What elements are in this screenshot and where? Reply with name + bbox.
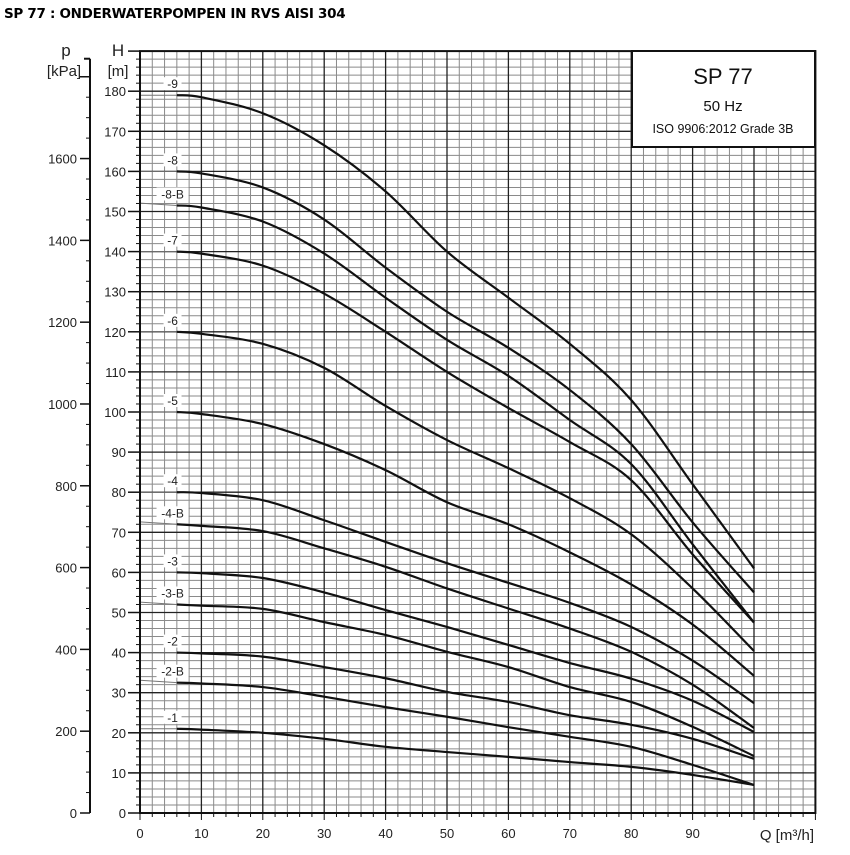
page-title: SP 77 : ONDERWATERPOMPEN IN RVS AISI 304 bbox=[4, 6, 346, 22]
y-tick-label: 70 bbox=[112, 525, 126, 540]
x-tick-label: 0 bbox=[136, 826, 143, 841]
curve-label-bg bbox=[163, 474, 182, 488]
curve-label: -1 bbox=[167, 711, 178, 725]
axes: 0 10 20 30 40 50 60 70 80 90 0 10 20 30 40 50 60 70 80 90 10… bbox=[48, 50, 817, 841]
y-tick-label: 150 bbox=[104, 205, 126, 220]
curve-labels: -9 -8 -8-B -7 -6 -5 -4 -4-B -3 -3-B -2 -2-B -1 bbox=[156, 77, 189, 725]
title-box-frequency: 50 Hz bbox=[703, 98, 742, 115]
y2-tick-label: 1000 bbox=[48, 397, 77, 412]
curve-stage-5 bbox=[176, 410, 755, 677]
y2-tick-label: 400 bbox=[55, 642, 77, 657]
y-tick-label: 90 bbox=[112, 445, 126, 460]
curve-label: -2 bbox=[167, 635, 178, 649]
y-tick-label: 60 bbox=[112, 565, 126, 580]
title-box: SP 77 50 Hz ISO 9906:2012 Grade 3B bbox=[631, 50, 816, 148]
curve-label-bg bbox=[156, 187, 189, 201]
curve-label: -6 bbox=[167, 314, 178, 328]
y-tick-label: 140 bbox=[104, 245, 126, 260]
curve-label-bg bbox=[156, 506, 189, 520]
y-tick-label: 180 bbox=[104, 84, 126, 99]
y2-tick-label: 1400 bbox=[48, 233, 77, 248]
curve-label-bg bbox=[163, 394, 182, 407]
curve-label-bg bbox=[163, 710, 182, 724]
curve-label-bg bbox=[163, 77, 182, 91]
y-tick-label: 170 bbox=[104, 124, 126, 139]
title-box-standard: ISO 9906:2012 Grade 3B bbox=[652, 122, 793, 136]
x-axis-label: Q [m³/h] bbox=[760, 827, 814, 844]
curve-label-bg bbox=[163, 634, 182, 648]
x-tick-label: 80 bbox=[624, 826, 638, 841]
curve-label-bg bbox=[156, 664, 189, 678]
y-tick-label: 40 bbox=[112, 646, 126, 661]
curve-extension bbox=[139, 202, 177, 206]
x-tick-label: 50 bbox=[440, 826, 454, 841]
y-tick-label: 20 bbox=[112, 726, 126, 741]
y-tick-label: 130 bbox=[104, 285, 126, 300]
curve-label: -8-B bbox=[161, 187, 184, 201]
curve-stage-2-B bbox=[176, 681, 755, 786]
y-tick-label: 80 bbox=[112, 485, 126, 500]
curve-stage-4-B bbox=[176, 523, 755, 729]
y-tick-label: 50 bbox=[112, 606, 126, 621]
x-tick-label: 40 bbox=[378, 826, 392, 841]
y2-axis-unit: [kPa] bbox=[47, 63, 81, 80]
curve-label-bg bbox=[163, 313, 182, 327]
curve-label: -3 bbox=[167, 554, 178, 568]
y2-tick-label: 600 bbox=[55, 561, 77, 576]
curve-label: -3-B bbox=[161, 586, 184, 600]
y-tick-label: 120 bbox=[104, 325, 126, 340]
y2-tick-label: 1200 bbox=[48, 315, 77, 330]
curve-stage-6 bbox=[176, 330, 755, 652]
y2-tick-label: 1600 bbox=[48, 152, 77, 167]
y2-tick-label: 200 bbox=[55, 724, 77, 739]
y-tick-label: 0 bbox=[119, 806, 126, 821]
curve-stage-3 bbox=[176, 571, 755, 733]
curve-stage-7 bbox=[176, 250, 755, 624]
curves bbox=[139, 94, 755, 787]
curve-stage-8-B bbox=[176, 204, 755, 624]
curve-stage-8 bbox=[176, 170, 755, 594]
curve-stage-1 bbox=[176, 727, 755, 787]
curve-extension bbox=[139, 601, 177, 605]
y-tick-label: 160 bbox=[104, 164, 126, 179]
curve-extension bbox=[139, 679, 177, 684]
curve-label-bg bbox=[163, 153, 182, 167]
y2-tick-label: 800 bbox=[55, 479, 77, 494]
curve-label-bg bbox=[163, 233, 182, 247]
x-tick-label: 20 bbox=[256, 826, 270, 841]
curve-label: -7 bbox=[167, 234, 178, 248]
x-tick-label: 60 bbox=[501, 826, 515, 841]
curve-label: -4 bbox=[167, 474, 178, 488]
y-axis-unit: [m] bbox=[108, 63, 129, 80]
x-tick-label: 10 bbox=[194, 826, 208, 841]
y-tick-label: 10 bbox=[112, 766, 126, 781]
y-tick-label: 30 bbox=[112, 686, 126, 701]
curve-extension bbox=[139, 521, 177, 525]
curve-label-bg bbox=[156, 586, 189, 600]
curve-label: -8 bbox=[167, 153, 178, 167]
curve-stage-3-B bbox=[176, 603, 755, 758]
y-tick-label: 110 bbox=[105, 365, 126, 380]
curve-stage-9 bbox=[176, 94, 755, 570]
curve-label: -4-B bbox=[161, 506, 184, 520]
curve-stage-2 bbox=[176, 651, 755, 760]
title-box-model: SP 77 bbox=[693, 64, 753, 89]
curve-stage-4 bbox=[176, 491, 755, 705]
y-axis-symbol: H bbox=[112, 41, 124, 60]
y2-tick-label: 0 bbox=[70, 806, 77, 821]
plot-frame bbox=[139, 50, 817, 815]
curve-label: -5 bbox=[167, 394, 178, 408]
curve-label-bg bbox=[163, 554, 182, 568]
curve-label: -2-B bbox=[161, 665, 184, 679]
x-tick-label: 90 bbox=[685, 826, 699, 841]
y-tick-label: 100 bbox=[104, 405, 126, 420]
y2-axis-symbol: p bbox=[61, 41, 70, 60]
x-tick-label: 70 bbox=[563, 826, 577, 841]
curve-label: -9 bbox=[167, 77, 178, 91]
x-tick-label: 30 bbox=[317, 826, 331, 841]
